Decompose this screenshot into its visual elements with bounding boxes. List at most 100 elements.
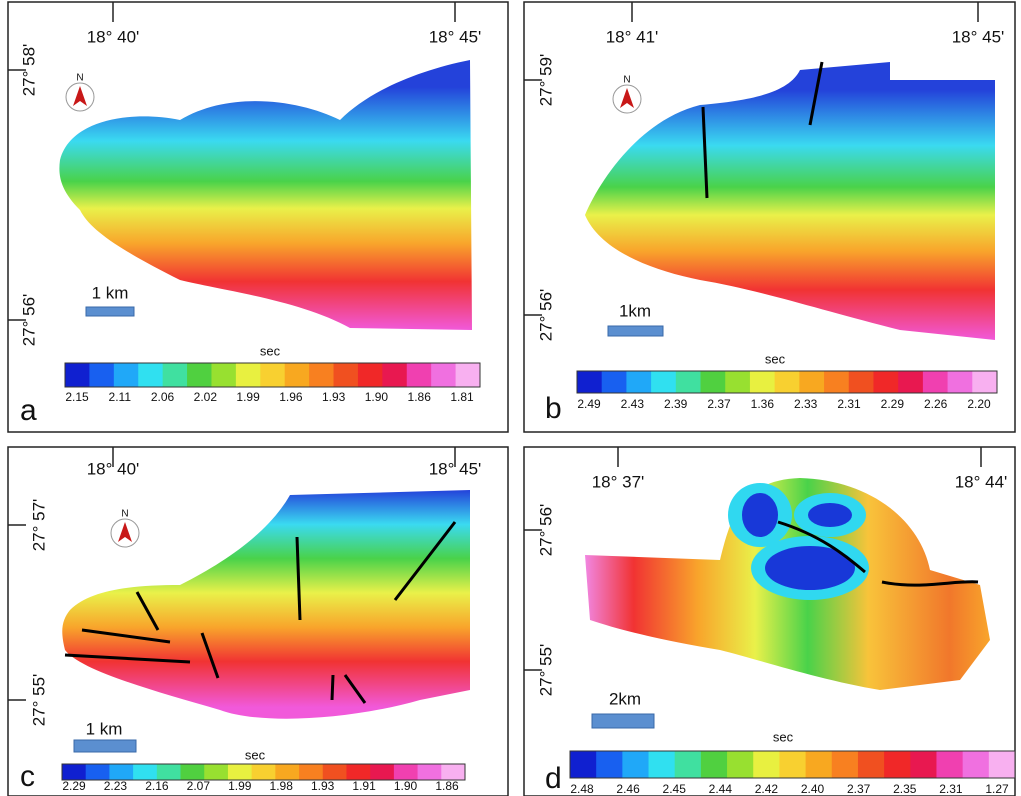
colorbar-cell <box>962 751 990 778</box>
colorbar-label: 2.23 <box>104 779 128 793</box>
colorbar-cell <box>972 371 998 393</box>
colorbar-label: 1.91 <box>352 779 376 793</box>
colorbar-cell <box>441 764 466 780</box>
colorbar-cell <box>455 363 481 387</box>
panel-frame <box>7 1 509 433</box>
scale-label: 1 km <box>92 283 129 302</box>
colorbar-cell <box>848 371 874 393</box>
colorbar-cell <box>824 371 850 393</box>
colorbar-label: 2.16 <box>145 779 169 793</box>
scale-label: 1 km <box>86 719 123 738</box>
latitude-label: 27° 56' <box>536 504 555 557</box>
colorbar-label: 2.26 <box>924 397 948 411</box>
colorbar-cell <box>601 371 627 393</box>
fault-line <box>81 628 171 644</box>
colorbar-cell <box>333 363 359 387</box>
colorbar-cell <box>346 764 371 780</box>
colorbar-cell <box>727 751 754 778</box>
fault-line <box>777 520 866 574</box>
colorbar-cell <box>138 363 164 387</box>
colorbar-cell <box>749 371 776 393</box>
colorbar-cell <box>322 764 347 780</box>
colorbar-cell <box>382 363 408 387</box>
colorbar-cell <box>235 363 261 387</box>
colorbar-cell <box>884 751 911 778</box>
colorbar-cell <box>779 751 807 778</box>
colorbar-label: 1.93 <box>311 779 335 793</box>
colorbar-label: 2.39 <box>664 397 688 411</box>
map-low <box>742 493 778 537</box>
colorbar-label: 2.31 <box>939 782 963 796</box>
colorbar-cell <box>180 764 205 780</box>
map-surface <box>585 62 995 340</box>
colorbar-cell <box>805 751 833 778</box>
panel-letter: c <box>20 760 35 793</box>
fault-line <box>881 580 979 587</box>
north-arrow <box>620 88 634 108</box>
colorbar-cell <box>204 764 229 780</box>
map-surface <box>59 60 472 330</box>
colorbar-cell <box>406 363 432 387</box>
scale-label: 1km <box>619 301 651 320</box>
panel-letter: a <box>20 394 37 427</box>
map-panel: 18° 40' 18° 45' 27° 58' 27° 56' N 1 km sec 2.15… <box>7 1 509 433</box>
colorbar-cell <box>187 363 212 387</box>
unit-label: sec <box>260 343 281 358</box>
colorbar-cell <box>831 751 859 778</box>
colorbar-cell <box>85 764 110 780</box>
colorbar-label: 2.37 <box>707 397 731 411</box>
colorbar-label: 2.42 <box>755 782 779 796</box>
fault-line <box>295 536 302 621</box>
longitude-label: 18° 37' <box>592 472 645 491</box>
north-label: N <box>121 509 128 520</box>
latitude-label: 27° 55' <box>536 644 555 697</box>
colorbar-cell <box>260 363 286 387</box>
north-arrow <box>118 522 132 542</box>
north-arrow <box>73 86 87 106</box>
colorbar-cell <box>299 764 324 780</box>
colorbar-frame <box>576 370 998 394</box>
colorbar-cell <box>988 751 1016 778</box>
colorbar-cell <box>417 764 442 780</box>
colorbar-label: 2.48 <box>570 782 594 796</box>
scale-bar <box>73 739 137 753</box>
colorbar-cell <box>700 371 726 393</box>
scale-bar <box>85 306 135 317</box>
colorbar-label: 1.90 <box>365 390 389 404</box>
north-label: N <box>76 73 83 84</box>
colorbar-label: 1.27 <box>985 782 1009 796</box>
colorbar-cell <box>857 751 885 778</box>
fault-line <box>701 106 709 199</box>
longitude-label: 18° 40' <box>87 27 140 46</box>
map-panel: 18° 41' 18° 45' 27° 59' 27° 56' N 1km sec 2.49 2… <box>523 1 1016 433</box>
colorbar-label: 1.86 <box>408 390 432 404</box>
panel-frame <box>523 1 1016 433</box>
colorbar-label: 2.15 <box>65 390 89 404</box>
colorbar-label: 2.45 <box>663 782 687 796</box>
colorbar-frame <box>569 750 1016 779</box>
map-panel: 18° 37' 18° 44' 27° 56' 27° 55' 2km sec 2.48 2.… <box>523 446 1016 796</box>
colorbar-label: 1.96 <box>279 390 303 404</box>
colorbar-label: 2.46 <box>616 782 640 796</box>
colorbar-cell <box>799 371 825 393</box>
colorbar-cell <box>873 371 899 393</box>
colorbar-cell <box>648 751 676 778</box>
colorbar-cell <box>725 371 751 393</box>
longitude-label: 18° 45' <box>952 27 1005 46</box>
colorbar-label: 1.36 <box>751 397 775 411</box>
colorbar-label: 2.31 <box>837 397 861 411</box>
map-panel: 18° 40' 18° 45' 27° 57' 27° 55' N 1 km sec 2.29… <box>7 446 509 796</box>
colorbar-label: 2.20 <box>967 397 991 411</box>
colorbar-cell <box>211 363 237 387</box>
panel-letter: d <box>545 762 562 795</box>
colorbar-label: 1.98 <box>270 779 294 793</box>
unit-label: sec <box>773 729 794 744</box>
fault-line <box>135 591 160 631</box>
colorbar-cell <box>910 751 937 778</box>
colorbar-cell <box>898 371 924 393</box>
colorbar-label: 2.37 <box>847 782 871 796</box>
colorbar-cell <box>62 764 87 780</box>
colorbar-cell <box>577 371 603 393</box>
colorbar-frame <box>64 362 481 388</box>
